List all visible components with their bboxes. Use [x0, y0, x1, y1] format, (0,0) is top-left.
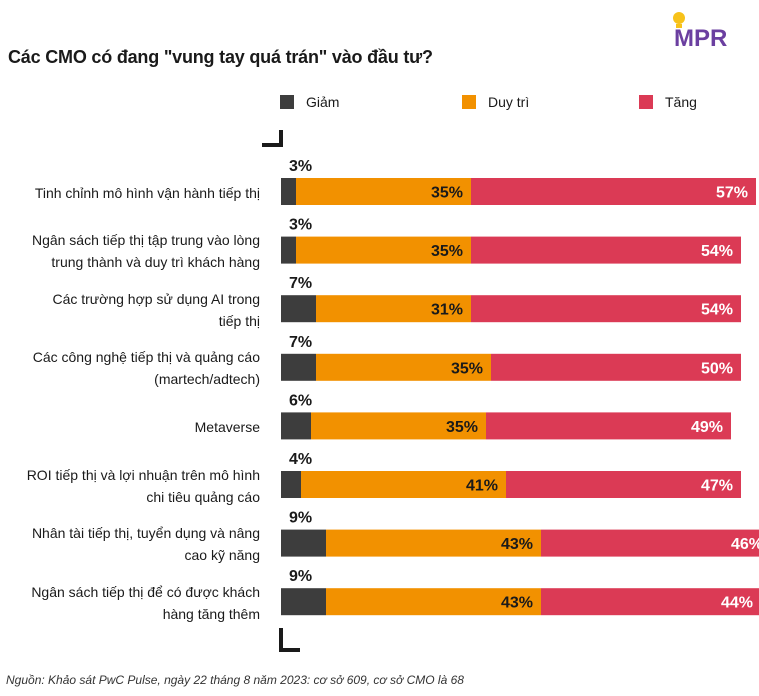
logo-text: MPR: [674, 25, 727, 52]
data-label: 3%: [289, 158, 312, 175]
bar-segment: [326, 588, 541, 616]
axis-bracket-bottom: [279, 628, 300, 652]
category-label-line: Các công nghệ tiếp thị và quảng cáo: [32, 349, 260, 366]
category-label-line: Nhân tài tiếp thị, tuyển dụng và nâng: [31, 525, 260, 542]
mpr-logo: MPR: [673, 12, 727, 52]
category-label: Tinh chỉnh mô hình vận hành tiếp thị: [0, 182, 260, 204]
data-label: 31%: [431, 302, 463, 319]
data-label: 7%: [289, 275, 312, 292]
category-label-line: cao kỹ năng: [184, 547, 261, 564]
data-label: 47%: [701, 478, 733, 495]
data-label: 6%: [289, 392, 312, 409]
category-label-line: Tinh chỉnh mô hình vận hành tiếp thị: [34, 184, 260, 201]
bar-segment: [281, 529, 326, 557]
data-label: 54%: [701, 302, 733, 319]
bar-segment: [506, 471, 741, 498]
chart-title: Các CMO có đang "vung tay quá trán" vào …: [8, 47, 433, 67]
category-label-line: Ngân sách tiếp thị để có được khách: [31, 583, 260, 600]
legend-swatch-tang: [639, 95, 653, 109]
category-label: Các trường hợp sử dụng AI trong tiếp thị: [0, 288, 260, 332]
legend-label-giam: Giảm: [306, 94, 340, 110]
data-label: 50%: [701, 360, 733, 377]
bar-segment: [281, 588, 326, 616]
category-label-line: hàng tăng thêm: [162, 605, 260, 622]
lightbulb-icon: [673, 12, 685, 28]
bar-segment: [541, 529, 759, 557]
data-label: 54%: [701, 243, 733, 260]
data-label: 35%: [446, 419, 478, 436]
bar-segment: [281, 178, 296, 205]
bar-segment: [491, 353, 741, 381]
bar-segment: [316, 295, 471, 323]
data-label: 35%: [431, 185, 463, 202]
legend-label-duy-tri: Duy trì: [488, 94, 530, 110]
bar-segment: [471, 295, 741, 323]
category-label-line: (martech/adtech): [154, 371, 260, 388]
data-label: 35%: [431, 243, 463, 260]
bar-segment: [281, 412, 311, 440]
legend-tang: Tăng: [639, 94, 697, 110]
data-label: 41%: [466, 478, 498, 495]
axis-bracket-top: [262, 130, 283, 147]
data-label: 43%: [501, 595, 533, 612]
category-label: Metaverse: [0, 416, 260, 438]
data-label: 9%: [289, 568, 312, 585]
bar-segment: [311, 412, 486, 440]
data-label: 46%: [731, 536, 759, 553]
bar-segment: [486, 412, 731, 440]
bar-segment: [296, 178, 471, 205]
category-label: ROI tiếp thị và lợi nhuận trên mô hình ch…: [0, 464, 260, 508]
data-label: 3%: [289, 217, 312, 234]
data-label: 43%: [501, 536, 533, 553]
bar-segment: [281, 295, 316, 323]
data-label: 44%: [721, 595, 753, 612]
data-label: 35%: [451, 360, 483, 377]
category-label-line: chi tiêu quảng cáo: [146, 488, 260, 505]
bar-segment: [541, 588, 759, 616]
data-label: 49%: [691, 419, 723, 436]
category-label-line: Ngân sách tiếp thị tập trung vào lòng: [31, 232, 260, 249]
source-note: Nguồn: Khảo sát PwC Pulse, ngày 22 tháng…: [6, 673, 464, 687]
bar-segment: [281, 471, 301, 498]
category-label-line: Các trường hợp sử dụng AI trong: [52, 290, 260, 307]
category-label-line: trung thành và duy trì khách hàng: [51, 254, 260, 271]
bar-segment: [281, 353, 316, 381]
bar-segment: [471, 236, 741, 264]
data-label: 9%: [289, 510, 312, 527]
category-label-line: tiếp thị: [218, 312, 260, 329]
category-label: Các công nghệ tiếp thị và quảng cáo (mart…: [0, 346, 260, 390]
legend-label-tang: Tăng: [665, 94, 697, 110]
bar-segment: [316, 353, 491, 381]
bar-segment: [471, 178, 756, 205]
data-label: 7%: [289, 334, 312, 351]
category-label: Nhân tài tiếp thị, tuyển dụng và nâng cao…: [0, 522, 260, 566]
bar-segment: [281, 236, 296, 264]
bar-segment: [301, 471, 506, 498]
category-label: Ngân sách tiếp thị để có được khách hàng …: [0, 581, 260, 625]
category-label-line: ROI tiếp thị và lợi nhuận trên mô hình: [26, 466, 260, 483]
bar-segment: [326, 529, 541, 557]
category-label: Ngân sách tiếp thị tập trung vào lòng tru…: [0, 229, 260, 273]
bar-segment: [296, 236, 471, 264]
category-label-line: Metaverse: [194, 418, 260, 435]
legend-swatch-duy-tri: [462, 95, 476, 109]
data-label: 57%: [716, 185, 748, 202]
data-label: 4%: [289, 451, 312, 468]
legend-duy-tri: Duy trì: [462, 94, 529, 110]
legend-swatch-giam: [280, 95, 294, 109]
legend-giam: Giảm: [280, 94, 339, 110]
